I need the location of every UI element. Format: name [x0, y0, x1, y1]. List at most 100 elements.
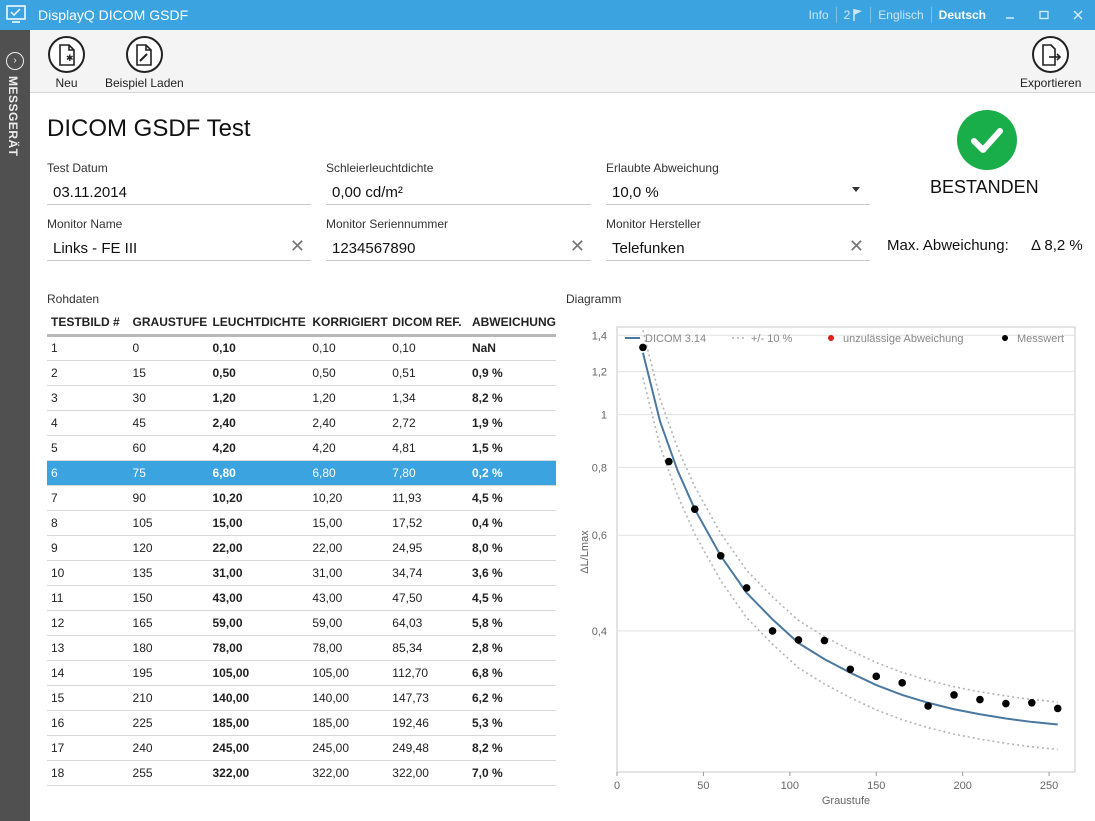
table-cell: 0,9 %: [467, 360, 556, 386]
table-cell: 195: [128, 660, 209, 686]
monitor-name-input[interactable]: Links - FE III ✕: [47, 233, 311, 261]
measurement-point: [639, 343, 647, 352]
table-row[interactable]: 4 45 2,40 2,40 2,72 1,9 %: [47, 410, 556, 436]
new-button[interactable]: ✱ Neu: [48, 36, 85, 90]
clear-icon[interactable]: ✕: [289, 236, 305, 256]
table-cell: 15: [128, 360, 209, 386]
load-example-button[interactable]: Beispiel Laden: [105, 36, 184, 90]
notifications-button[interactable]: 2: [837, 8, 871, 22]
clear-icon[interactable]: ✕: [848, 236, 864, 256]
table-row[interactable]: 5 60 4,20 4,20 4,81 1,5 %: [47, 435, 556, 461]
y-tick-label: 0,8: [592, 462, 607, 474]
table-row[interactable]: 7 90 10,20 10,20 11,93 4,5 %: [47, 485, 556, 511]
table-row[interactable]: 2 15 0,50 0,50 0,51 0,9 %: [47, 360, 556, 386]
column-header[interactable]: DICOM REF.: [388, 311, 468, 337]
chevron-right-icon[interactable]: ›: [6, 52, 24, 70]
table-cell: 1,9 %: [467, 410, 556, 436]
table-cell: 4,20: [208, 435, 309, 461]
table-cell: 4,81: [388, 435, 468, 461]
language-english[interactable]: Englisch: [878, 8, 924, 22]
table-cell: 47,50: [388, 585, 468, 611]
table-cell: 31,00: [308, 560, 389, 586]
allowed-deviation-select[interactable]: 10,0 %: [606, 177, 870, 205]
close-button[interactable]: [1061, 0, 1095, 30]
dropdown-arrow-icon[interactable]: [852, 187, 860, 192]
column-header[interactable]: GRAUSTUFE: [128, 311, 209, 337]
load-example-label: Beispiel Laden: [105, 76, 184, 90]
device-sidebar[interactable]: › MESSGERÄT: [0, 30, 30, 821]
table-row[interactable]: 8 105 15,00 15,00 17,52 0,4 %: [47, 510, 556, 536]
table-row[interactable]: 3 30 1,20 1,20 1,34 8,2 %: [47, 385, 556, 411]
table-cell: NaN: [467, 335, 556, 361]
monitor-manufacturer-field: Monitor Hersteller Telefunken ✕: [606, 217, 870, 261]
export-button[interactable]: Exportieren: [1020, 36, 1081, 90]
column-header[interactable]: LEUCHTDICHTE: [208, 311, 309, 337]
table-cell: 60: [128, 435, 209, 461]
veiling-luminance-input[interactable]: 0,00 cd/m²: [326, 177, 591, 205]
table-row[interactable]: 11 150 43,00 43,00 47,50 4,5 %: [47, 585, 556, 611]
measurement-point: [1027, 698, 1036, 707]
table-cell: 9: [47, 535, 129, 561]
test-date-label: Test Datum: [47, 161, 108, 175]
table-row[interactable]: 17 240 245,00 245,00 249,48 8,2 %: [47, 735, 556, 761]
table-row[interactable]: 9 120 22,00 22,00 24,95 8,0 %: [47, 535, 556, 561]
language-german[interactable]: Deutsch: [938, 8, 986, 22]
clear-icon[interactable]: ✕: [569, 236, 585, 256]
column-header[interactable]: KORRIGIERT: [308, 311, 389, 337]
maximize-button[interactable]: [1027, 0, 1061, 30]
table-cell: 2,72: [388, 410, 468, 436]
table-row[interactable]: 6 75 6,80 6,80 7,80 0,2 %: [47, 460, 556, 486]
table-cell: 75: [128, 460, 209, 486]
separator: [870, 7, 872, 23]
table-cell: 2,40: [308, 410, 389, 436]
separator: [930, 7, 932, 23]
title-bar: DisplayQ DICOM GSDF Info 2 Englisch Deut…: [0, 0, 1095, 30]
table-cell: 245,00: [208, 735, 309, 761]
table-cell: 0,10: [388, 335, 468, 361]
diagram-chart: 1,4 1,2 1 0,8 0,6 0,4 0 50 100 150 200 250 Graustufe…: [579, 326, 1076, 805]
table-cell: 17,52: [388, 510, 468, 536]
x-tick-label: 0: [614, 780, 620, 792]
table-cell: 7,0 %: [467, 760, 556, 786]
measurement-point: [742, 584, 751, 592]
table-cell: 6,80: [308, 460, 389, 486]
tolerance-upper-line: [642, 330, 1058, 703]
table-cell: 31,00: [208, 560, 309, 586]
table-row[interactable]: 16 225 185,00 185,00 192,46 5,3 %: [47, 710, 556, 736]
measurement-point: [924, 702, 932, 710]
table-row[interactable]: 15 210 140,00 140,00 147,73 6,2 %: [47, 685, 556, 711]
table-row[interactable]: 12 165 59,00 59,00 64,03 5,8 %: [47, 610, 556, 636]
table-cell: 6: [47, 460, 129, 486]
table-cell: 105,00: [308, 660, 389, 686]
table-cell: 90: [128, 485, 209, 511]
monitor-manufacturer-input[interactable]: Telefunken ✕: [606, 233, 870, 261]
measurement-point: [976, 695, 984, 704]
monitor-serial-input[interactable]: 1234567890 ✕: [326, 233, 591, 261]
new-document-icon: ✱: [48, 36, 85, 73]
table-cell: 4,5 %: [467, 585, 556, 611]
test-date-field: Test Datum 03.11.2014: [47, 161, 311, 205]
table-cell: 322,00: [388, 760, 468, 786]
table-cell: 6,2 %: [467, 685, 556, 711]
table-cell: 43,00: [208, 585, 309, 611]
column-header[interactable]: ABWEICHUNG: [467, 311, 556, 337]
table-row[interactable]: 18 255 322,00 322,00 322,00 7,0 %: [47, 760, 556, 786]
measurement-point: [1053, 704, 1062, 713]
minimize-button[interactable]: [993, 0, 1027, 30]
test-date-input[interactable]: 03.11.2014: [47, 177, 311, 205]
table-row[interactable]: 1 0 0,10 0,10 0,10 NaN: [47, 335, 556, 361]
column-header[interactable]: TESTBILD #: [47, 311, 129, 337]
table-cell: 11,93: [388, 485, 468, 511]
table-row[interactable]: 13 180 78,00 78,00 85,34 2,8 %: [47, 635, 556, 661]
monitor-serial-value: 1234567890: [332, 240, 416, 257]
info-link[interactable]: Info: [808, 8, 829, 22]
table-cell: 1,34: [388, 385, 468, 411]
table-cell: 240: [128, 735, 209, 761]
table-row[interactable]: 10 135 31,00 31,00 34,74 3,6 %: [47, 560, 556, 586]
app-title: DisplayQ DICOM GSDF: [38, 7, 189, 23]
export-label: Exportieren: [1020, 76, 1082, 90]
table-cell: 78,00: [208, 635, 309, 661]
table-cell: 245,00: [308, 735, 389, 761]
table-cell: 11: [47, 585, 129, 611]
table-row[interactable]: 14 195 105,00 105,00 112,70 6,8 %: [47, 660, 556, 686]
